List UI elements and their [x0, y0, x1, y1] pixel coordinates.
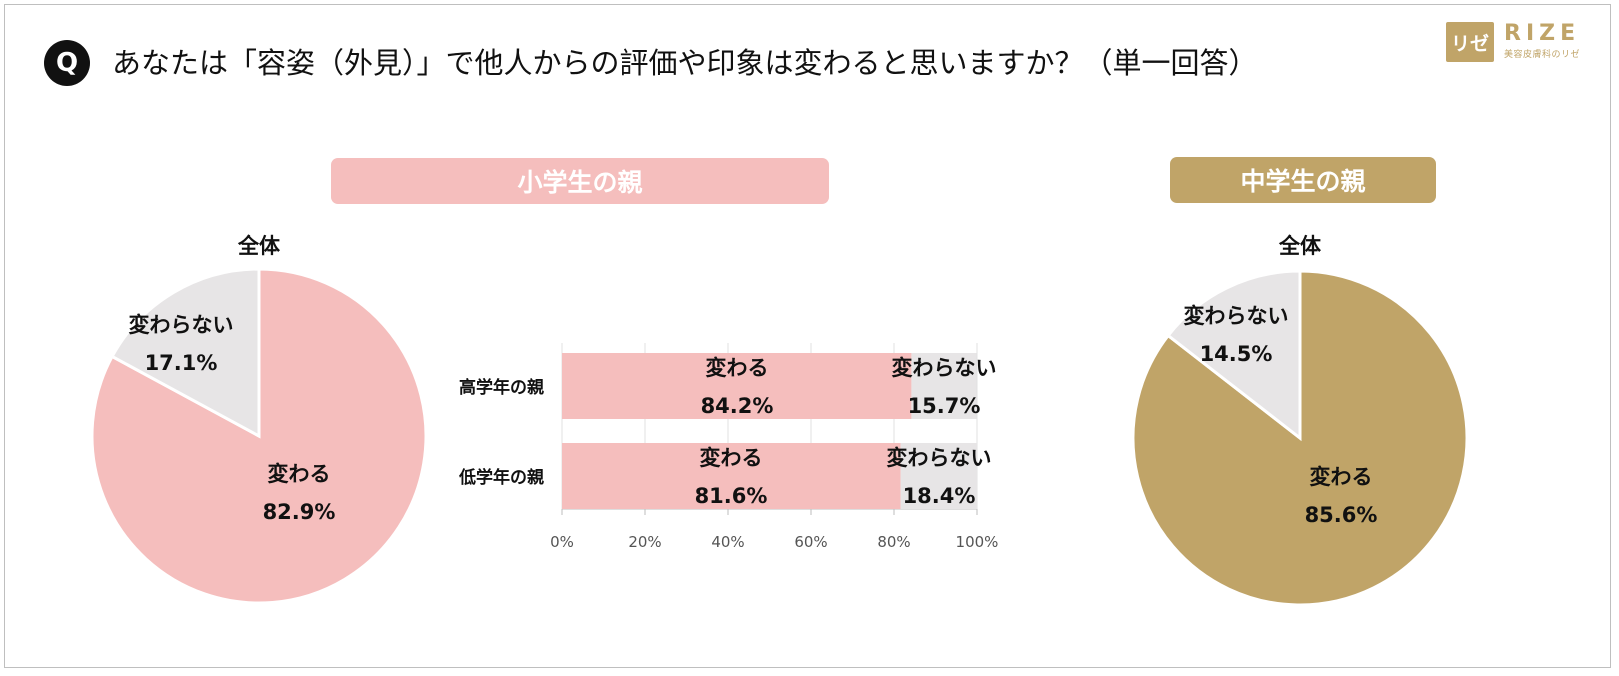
pie-slice-nochange	[110, 267, 261, 439]
rize-logo-word: RIZE	[1504, 21, 1581, 46]
pie-label-change: 変わる	[1310, 465, 1373, 489]
pie-value-change: 82.9%	[263, 500, 336, 524]
bar-value-label-nochange: 18.4%	[903, 484, 976, 508]
bar-segment-nochange	[911, 353, 977, 419]
bar-value-label-change: 81.6%	[695, 484, 768, 508]
pie-value-change: 85.6%	[1305, 503, 1378, 527]
question-badge: Q	[44, 40, 90, 86]
pie-slice-nochange	[1166, 269, 1302, 442]
pie-label-nochange: 変わらない	[1184, 304, 1289, 328]
bar-x-tick-label: 0%	[550, 533, 574, 551]
bar-series-label-change: 変わる	[706, 356, 769, 380]
bar-x-tick-label: 60%	[794, 533, 827, 551]
pie-value-nochange: 17.1%	[145, 351, 218, 375]
bar-category-label: 高学年の親	[459, 377, 544, 398]
bar-x-tick-label: 40%	[711, 533, 744, 551]
bar-x-tick-label: 80%	[877, 533, 910, 551]
pie-label-change: 変わる	[268, 462, 331, 486]
bar-segment-nochange	[900, 443, 977, 509]
bar-value-label-nochange: 15.7%	[908, 394, 981, 418]
pie-title: 全体	[237, 234, 281, 258]
bar-x-tick-label: 20%	[628, 533, 661, 551]
pie-title: 全体	[1278, 234, 1322, 258]
panel-header-middle: 中学生の親	[1170, 157, 1436, 203]
rize-logo-tagline: 美容皮膚科のリゼ	[1504, 50, 1581, 60]
panel-header-elementary: 小学生の親	[331, 158, 829, 204]
bar-x-tick-label: 100%	[956, 533, 999, 551]
bar-value-label-change: 84.2%	[701, 394, 774, 418]
bar-segment-change	[562, 443, 901, 509]
bar-series-label-nochange: 変わらない	[887, 446, 992, 470]
pie-value-nochange: 14.5%	[1200, 342, 1273, 366]
bar-series-label-change: 変わる	[700, 446, 763, 470]
pie-label-nochange: 変わらない	[129, 313, 234, 337]
bar-category-label: 低学年の親	[458, 467, 544, 488]
question-text: あなたは「容姿（外見）」で他人からの評価や印象は変わると思いますか？（単一回答）	[112, 46, 1258, 80]
bar-segment-change	[562, 353, 912, 419]
rize-logo-mark: リゼ	[1446, 22, 1494, 62]
bar-series-label-nochange: 変わらない	[892, 356, 997, 380]
